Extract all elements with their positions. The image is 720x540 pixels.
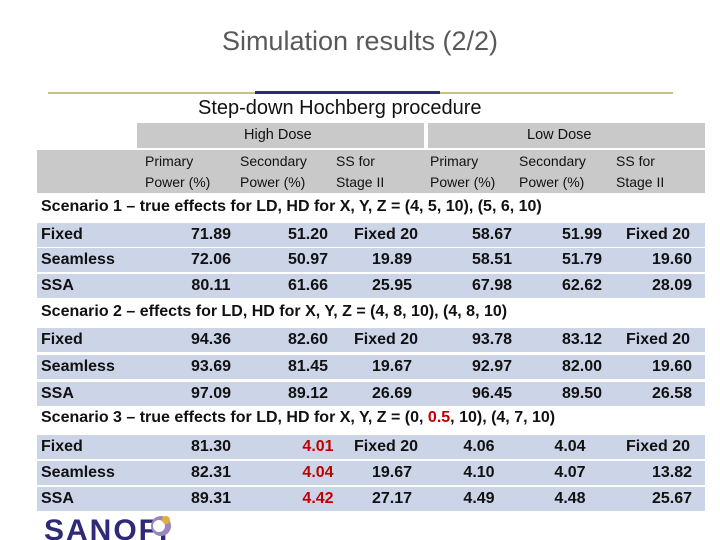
header-gap (37, 123, 137, 148)
cell-ld-secondary: 89.50 (561, 385, 603, 402)
header-band-groups (37, 123, 705, 148)
cell-ld-ss: 19.60 (651, 358, 693, 375)
row-label: Seamless (41, 358, 115, 375)
row-label: Fixed (41, 226, 83, 243)
title-divider-accent (255, 91, 440, 94)
cell-hd-primary: 93.69 (190, 358, 232, 375)
cell-hd-secondary: 4.42 (302, 490, 334, 507)
cell-hd-primary: 72.06 (190, 251, 232, 268)
cell-ld-secondary: 82.00 (561, 358, 603, 375)
cell-ld-ss: Fixed 20 (625, 226, 691, 243)
cell-ld-ss: 13.82 (651, 464, 693, 481)
cell-ld-primary: 58.51 (471, 251, 513, 268)
cell-hd-primary: 94.36 (190, 331, 232, 348)
row-label: SSA (41, 385, 74, 402)
header-band-columns (37, 150, 705, 193)
cell-ld-primary: 4.10 (463, 464, 495, 481)
cell-ld-primary: 58.67 (471, 226, 513, 243)
highlight-value: 0.5 (427, 409, 451, 426)
scenario-2-title: Scenario 2 – effects for LD, HD for X, Y… (41, 303, 508, 320)
cell-hd-ss: 26.69 (371, 385, 413, 402)
table-row: SSA 89.31 4.42 27.17 4.49 4.48 25.67 (37, 487, 705, 511)
cell-ld-ss: 28.09 (651, 277, 693, 294)
slide-title: Simulation results (2/2) (221, 26, 499, 56)
cell-ld-secondary: 83.12 (561, 331, 603, 348)
cell-ld-ss: 26.58 (651, 385, 693, 402)
cell-hd-primary: 89.31 (190, 490, 232, 507)
cell-ld-primary: 4.49 (463, 490, 495, 507)
header-gap (424, 123, 428, 148)
cell-ld-secondary: 4.07 (554, 464, 586, 481)
cell-hd-primary: 80.11 (191, 277, 231, 294)
table-row: Fixed 81.30 4.01 Fixed 20 4.06 4.04 Fixe… (37, 435, 705, 459)
cell-ld-primary: 96.45 (471, 385, 513, 402)
column-header-ld-primary: Primary Power (%) (430, 153, 496, 190)
scenario-3-title: Scenario 3 – true effects for LD, HD for… (41, 409, 556, 426)
table-row: Seamless 72.06 50.97 19.89 58.51 51.79 1… (37, 248, 705, 272)
column-header-ld-secondary: Secondary Power (%) (519, 153, 586, 190)
cell-ld-ss: 25.67 (651, 490, 693, 507)
cell-hd-primary: 97.09 (190, 385, 232, 402)
sanofi-logo: SANOFI (42, 508, 182, 540)
logo-text: SANOFI (44, 514, 170, 540)
header-gap (137, 148, 705, 150)
cell-ld-secondary: 51.99 (561, 226, 603, 243)
row-label: SSA (41, 277, 74, 294)
cell-hd-primary: 82.31 (190, 464, 232, 481)
cell-hd-ss: Fixed 20 (353, 438, 419, 455)
row-label: Fixed (41, 331, 83, 348)
cell-hd-ss: 19.67 (371, 464, 413, 481)
cell-ld-primary: 4.06 (463, 438, 495, 455)
cell-hd-secondary: 81.45 (287, 358, 329, 375)
group-header-low-dose: Low Dose (527, 127, 592, 143)
cell-hd-secondary: 4.04 (302, 464, 334, 481)
row-label: SSA (41, 490, 74, 507)
cell-hd-secondary: 4.01 (302, 438, 334, 455)
cell-ld-secondary: 51.79 (561, 251, 603, 268)
column-header-hd-secondary: Secondary Power (%) (240, 153, 307, 190)
cell-hd-secondary: 82.60 (287, 331, 329, 348)
table-row: Fixed 71.89 51.20 Fixed 20 58.67 51.99 F… (37, 223, 705, 247)
scenario-1-title: Scenario 1 – true effects for LD, HD for… (41, 198, 542, 215)
column-header-hd-ss: SS for Stage II (336, 153, 385, 190)
column-header-hd-primary: Primary Power (%) (145, 153, 211, 190)
cell-hd-ss: 19.67 (371, 358, 413, 375)
cell-ld-secondary: 4.48 (554, 490, 586, 507)
subtitle: Step-down Hochberg procedure (198, 97, 482, 119)
row-label: Fixed (41, 438, 83, 455)
table-row: SSA 97.09 89.12 26.69 96.45 89.50 26.58 (37, 382, 705, 406)
table-row: Seamless 82.31 4.04 19.67 4.10 4.07 13.8… (37, 461, 705, 485)
cell-ld-primary: 67.98 (471, 277, 513, 294)
cell-ld-ss: Fixed 20 (625, 438, 691, 455)
table-row: SSA 80.11 61.66 25.95 67.98 62.62 28.09 (37, 274, 705, 298)
cell-ld-ss: 19.60 (651, 251, 693, 268)
cell-hd-ss: 27.17 (371, 490, 413, 507)
cell-ld-primary: 93.78 (471, 331, 513, 348)
cell-hd-secondary: 50.97 (287, 251, 329, 268)
sanofi-bird-icon (151, 516, 171, 536)
group-header-high-dose: High Dose (244, 127, 312, 143)
row-label: Seamless (41, 251, 115, 268)
cell-hd-ss: 19.89 (371, 251, 413, 268)
cell-ld-primary: 92.97 (471, 358, 513, 375)
cell-hd-ss: Fixed 20 (353, 331, 419, 348)
table-row: Seamless 93.69 81.45 19.67 92.97 82.00 1… (37, 355, 705, 379)
cell-hd-secondary: 51.20 (287, 226, 329, 243)
cell-ld-ss: Fixed 20 (625, 331, 691, 348)
table-row: Fixed 94.36 82.60 Fixed 20 93.78 83.12 F… (37, 328, 705, 352)
cell-hd-secondary: 89.12 (287, 385, 329, 402)
cell-hd-primary: 81.30 (190, 438, 232, 455)
cell-ld-secondary: 4.04 (554, 438, 586, 455)
cell-hd-ss: 25.95 (371, 277, 413, 294)
column-header-ld-ss: SS for Stage II (616, 153, 665, 190)
row-label: Seamless (41, 464, 115, 481)
cell-hd-primary: 71.89 (190, 226, 232, 243)
cell-hd-secondary: 61.66 (287, 277, 329, 294)
cell-hd-ss: Fixed 20 (353, 226, 419, 243)
cell-ld-secondary: 62.62 (561, 277, 603, 294)
